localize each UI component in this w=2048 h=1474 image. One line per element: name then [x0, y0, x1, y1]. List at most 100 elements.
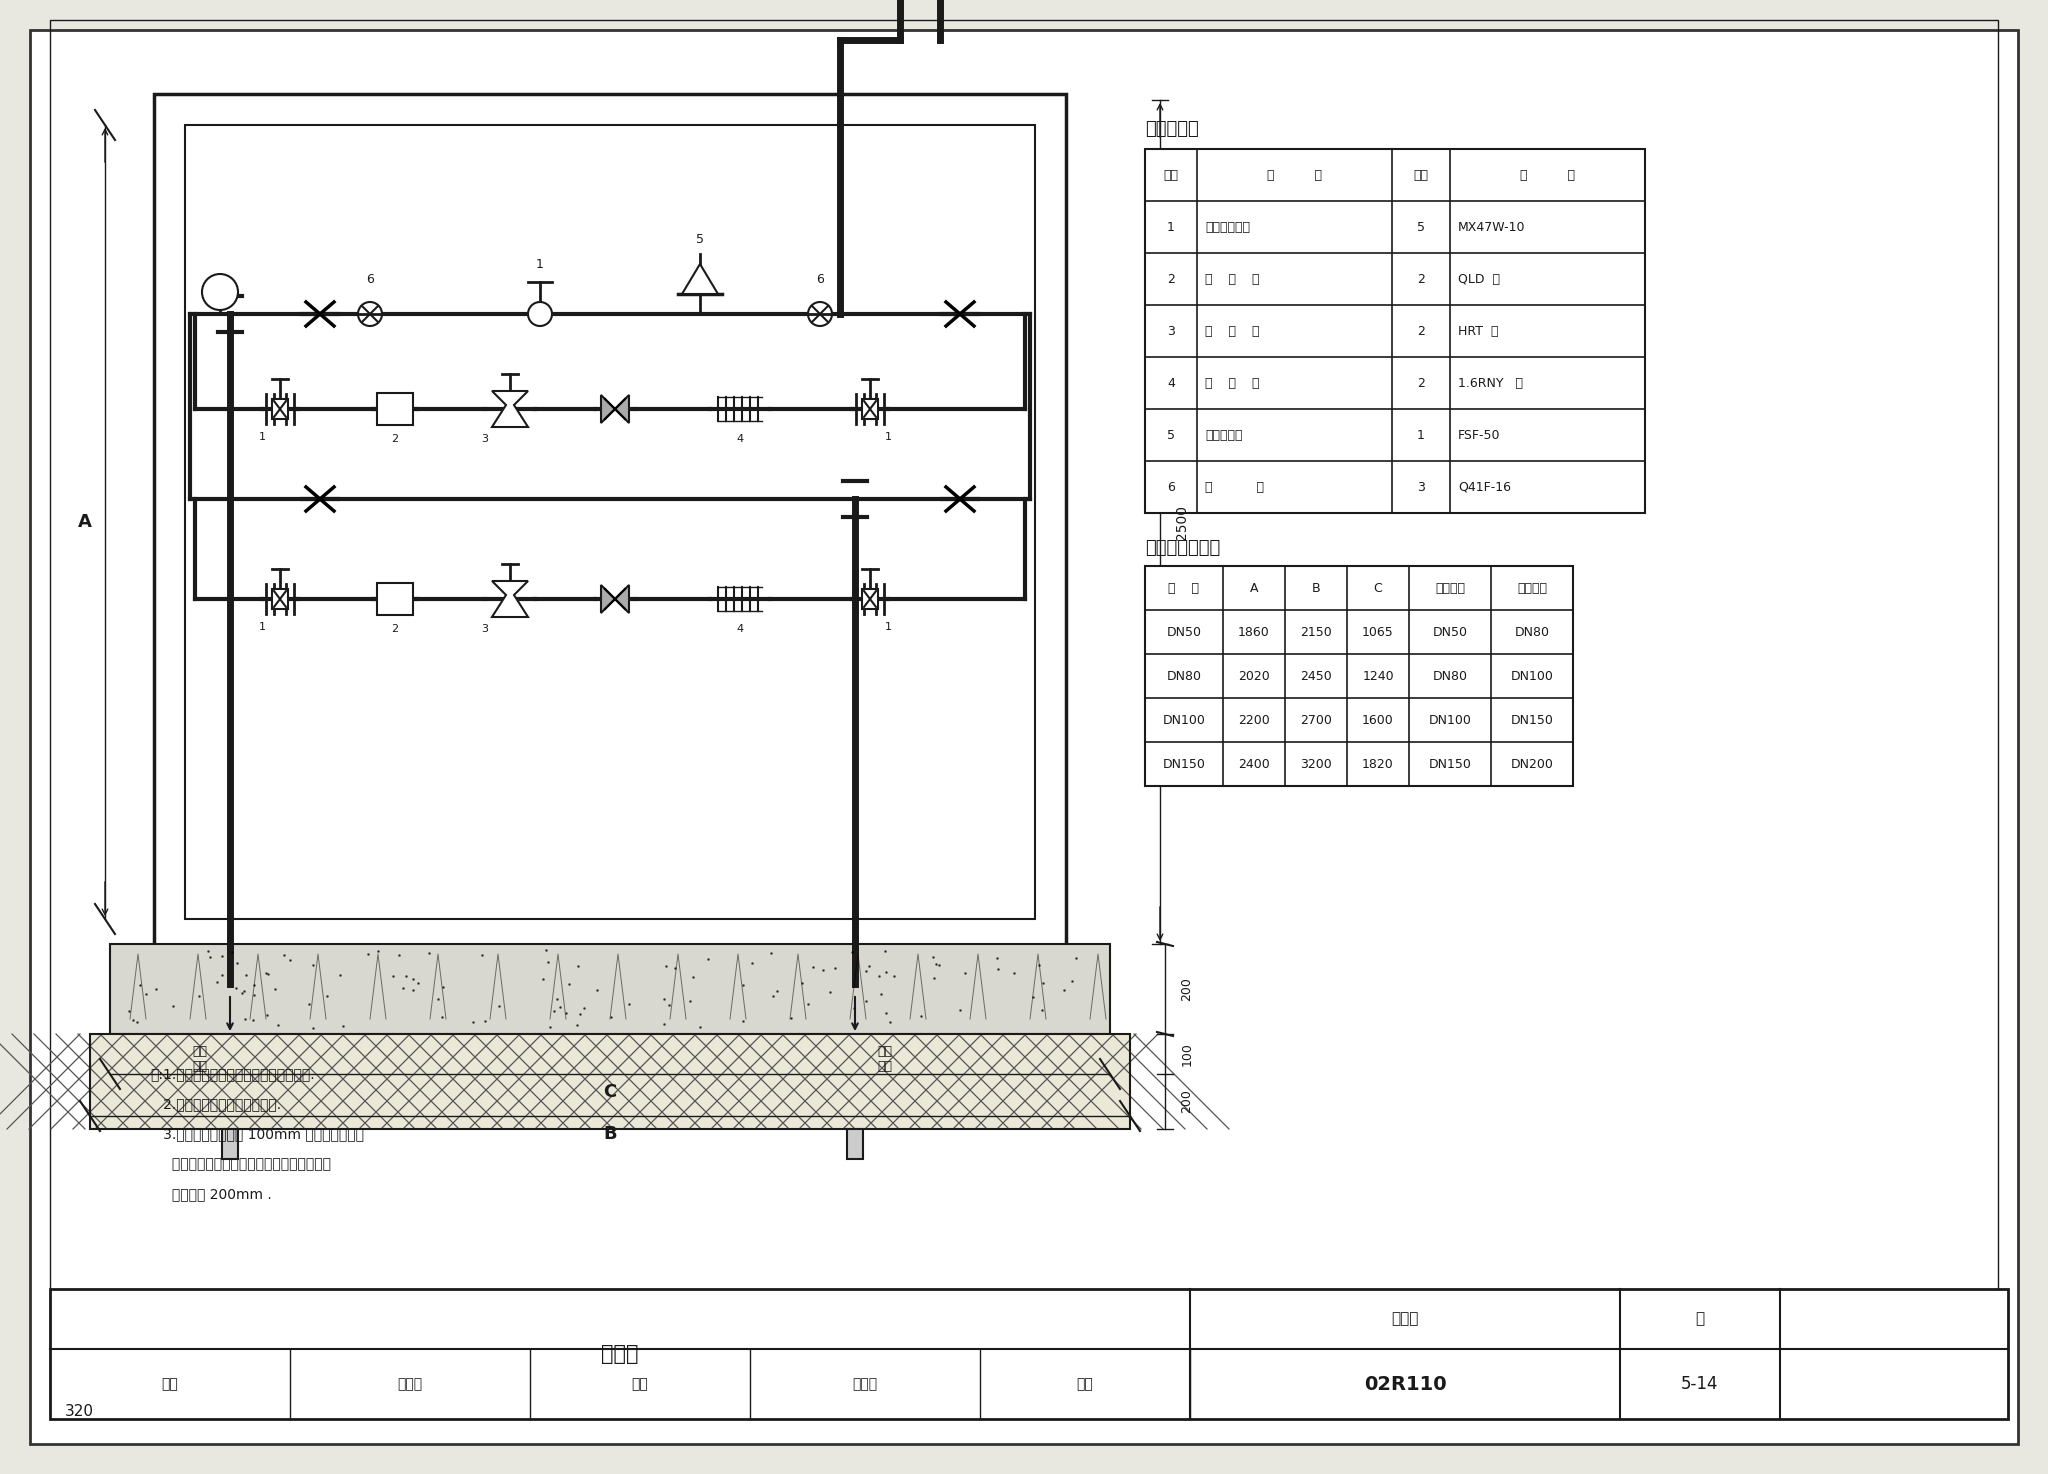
Text: 调    压    器: 调 压 器 [1204, 324, 1260, 338]
Text: 1.6RNY   型: 1.6RNY 型 [1458, 376, 1524, 389]
Text: QLD  型: QLD 型 [1458, 273, 1499, 286]
Polygon shape [272, 399, 289, 419]
Text: 1860: 1860 [1239, 625, 1270, 638]
Text: DN150: DN150 [1163, 758, 1206, 771]
Bar [1145, 566, 1573, 786]
Text: 2.该调压箱中调压器为衡量式.: 2.该调压箱中调压器为衡量式. [150, 1097, 281, 1111]
Bar [154, 94, 1067, 951]
Text: 2150: 2150 [1300, 625, 1331, 638]
Text: 1: 1 [258, 432, 266, 442]
Text: 调压箱: 调压箱 [602, 1344, 639, 1363]
Text: 燃气
出口: 燃气 出口 [877, 1045, 893, 1073]
Text: 校对: 校对 [631, 1377, 649, 1391]
Text: 李春春: 李春春 [852, 1377, 877, 1391]
Text: 1: 1 [1417, 429, 1425, 442]
Text: Q41F-16: Q41F-16 [1458, 481, 1511, 494]
Text: 名          称: 名 称 [1520, 168, 1575, 181]
Text: 5: 5 [696, 233, 705, 246]
Text: 3: 3 [1417, 481, 1425, 494]
Text: DN100: DN100 [1163, 713, 1206, 727]
Polygon shape [862, 590, 879, 609]
Text: HRT  型: HRT 型 [1458, 324, 1499, 338]
Text: 5-14: 5-14 [1681, 1375, 1718, 1393]
Text: 200: 200 [1180, 977, 1194, 1001]
Text: 4: 4 [737, 624, 743, 634]
Text: 3200: 3200 [1300, 758, 1331, 771]
Text: 2: 2 [391, 624, 399, 634]
Text: 2200: 2200 [1239, 713, 1270, 727]
Text: 1600: 1600 [1362, 713, 1395, 727]
Bar [221, 1129, 238, 1159]
Polygon shape [492, 581, 528, 618]
Text: 燃气
入口: 燃气 入口 [193, 1045, 207, 1073]
Text: C: C [604, 1083, 616, 1101]
Text: 1240: 1240 [1362, 669, 1395, 682]
Text: 规    格: 规 格 [1169, 582, 1200, 594]
Bar [90, 1033, 1130, 1129]
Text: DN80: DN80 [1167, 669, 1202, 682]
Text: 4: 4 [737, 433, 743, 444]
Circle shape [203, 274, 238, 310]
Text: 主要技术性能表: 主要技术性能表 [1145, 539, 1221, 557]
Text: DN150: DN150 [1511, 713, 1554, 727]
Text: DN80: DN80 [1432, 669, 1468, 682]
Text: 2450: 2450 [1300, 669, 1331, 682]
Polygon shape [272, 590, 289, 609]
Text: 过    滤    器: 过 滤 器 [1204, 273, 1260, 286]
Bar [377, 584, 414, 615]
Text: A: A [1249, 582, 1257, 594]
Text: 安全放散阀: 安全放散阀 [1204, 429, 1243, 442]
Text: 6: 6 [815, 273, 823, 286]
Text: 2: 2 [391, 433, 399, 444]
Polygon shape [862, 399, 879, 419]
Text: 200: 200 [1180, 1089, 1194, 1113]
Text: DN150: DN150 [1430, 758, 1470, 771]
Text: 1: 1 [537, 258, 545, 271]
Text: DN50: DN50 [1432, 625, 1468, 638]
Polygon shape [682, 264, 719, 293]
Bar [49, 1288, 2007, 1419]
Text: DN200: DN200 [1511, 758, 1554, 771]
Text: 5: 5 [1167, 429, 1176, 442]
Text: 波    纹    管: 波 纹 管 [1204, 376, 1260, 389]
Text: 上要平整，不积水，平台各边应比调压箱底: 上要平整，不积水，平台各边应比调压箱底 [150, 1157, 332, 1170]
Text: 1: 1 [885, 432, 891, 442]
Text: 02R110: 02R110 [1364, 1374, 1446, 1393]
Text: 3: 3 [481, 433, 489, 444]
Text: 2500: 2500 [1176, 504, 1190, 539]
Text: 6: 6 [1167, 481, 1176, 494]
Bar [184, 125, 1034, 918]
Text: 名          称: 名 称 [1268, 168, 1323, 181]
Text: A: A [78, 513, 92, 531]
Text: 序号: 序号 [1163, 168, 1178, 181]
Bar [111, 943, 1110, 1033]
Polygon shape [600, 395, 629, 423]
Text: 1: 1 [885, 622, 891, 632]
Text: DN100: DN100 [1511, 669, 1554, 682]
Bar [90, 1033, 1130, 1129]
Polygon shape [492, 391, 528, 427]
Text: 2: 2 [1417, 273, 1425, 286]
Text: 图集号: 图集号 [1391, 1312, 1419, 1327]
Text: 100: 100 [1180, 1042, 1194, 1066]
Text: 赵某军: 赵某军 [397, 1377, 422, 1391]
Text: 油密封旋塞阀: 油密封旋塞阀 [1204, 221, 1249, 233]
Text: 3: 3 [481, 624, 489, 634]
Text: 设计: 设计 [1077, 1377, 1094, 1391]
Text: 页: 页 [1696, 1312, 1704, 1327]
Text: 1: 1 [258, 622, 266, 632]
Text: B: B [604, 1125, 616, 1142]
Text: 320: 320 [66, 1405, 94, 1419]
Text: 主要设备表: 主要设备表 [1145, 119, 1198, 139]
Text: 2700: 2700 [1300, 713, 1331, 727]
Text: 注:1.本图为双路燃气调压箱及基础示意图.: 注:1.本图为双路燃气调压箱及基础示意图. [150, 1067, 315, 1080]
Text: 审核: 审核 [162, 1377, 178, 1391]
Text: DN100: DN100 [1430, 713, 1470, 727]
Text: 1: 1 [1167, 221, 1176, 233]
Bar [1145, 149, 1645, 513]
Text: C: C [1374, 582, 1382, 594]
Text: MX47W-10: MX47W-10 [1458, 221, 1526, 233]
Text: 3: 3 [1167, 324, 1176, 338]
Text: 2: 2 [1167, 273, 1176, 286]
Text: 4: 4 [1167, 376, 1176, 389]
